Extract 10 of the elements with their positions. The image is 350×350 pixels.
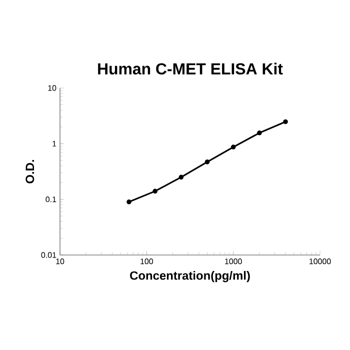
point: [204, 160, 210, 164]
point: [126, 199, 132, 204]
y-axis-title: O.D.: [26, 160, 34, 184]
point: [283, 119, 288, 124]
point: [230, 144, 236, 150]
point: [178, 174, 184, 180]
chart-title: Human C-MET ELISA Kit: [98, 62, 283, 75]
x-axis-title: Concentration(pg/ml): [130, 271, 250, 282]
point: [257, 130, 262, 136]
point: [152, 188, 158, 194]
